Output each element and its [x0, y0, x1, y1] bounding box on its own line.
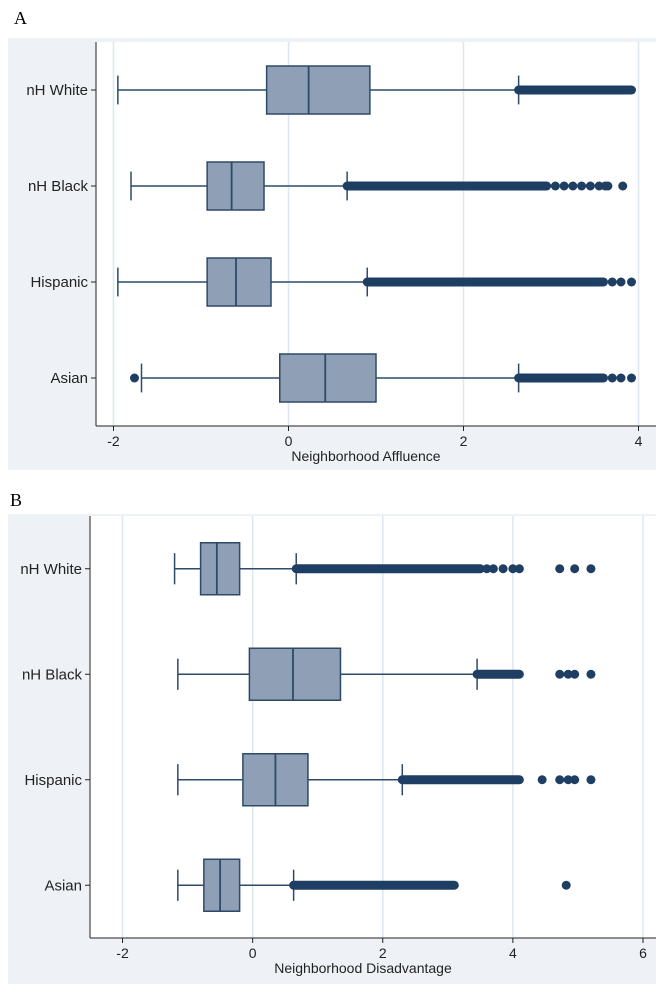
x-tick-label: 2: [460, 433, 468, 449]
outlier-point: [514, 564, 524, 574]
iqr-box: [203, 858, 241, 912]
outlier-point: [616, 277, 626, 287]
category-label: Hispanic: [24, 772, 82, 789]
outlier-point: [508, 564, 518, 574]
x-tick-label: -2: [116, 945, 129, 961]
box-nh-white: [173, 542, 596, 596]
affluence-boxplot: -2 0 2 4 Neighborhood Affluence nH White nH Bl…: [8, 38, 656, 470]
box-hispanic: [117, 257, 636, 307]
outlier-point: [603, 181, 613, 191]
outlier-point: [537, 775, 547, 785]
x-tick-label: -2: [107, 433, 120, 449]
outlier-point: [568, 181, 578, 191]
outlier-point: [550, 181, 560, 191]
outlier-point: [577, 181, 587, 191]
outlier-point: [585, 181, 595, 191]
x-axis-label: Neighborhood Disadvantage: [274, 960, 452, 976]
outlier-point: [498, 564, 508, 574]
category-label: nH Black: [28, 178, 89, 195]
outlier-point: [555, 669, 565, 679]
panel-a-label: A: [14, 8, 27, 28]
category-label: Hispanic: [30, 274, 88, 291]
outlier-point: [559, 181, 569, 191]
x-tick-label: 0: [249, 945, 257, 961]
x-tick-label: 6: [639, 945, 647, 961]
category-label: nH Black: [22, 666, 83, 683]
panel-b-label: B: [10, 490, 23, 510]
box-asian: [177, 858, 571, 912]
box-nh-black: [177, 647, 596, 701]
outlier-point: [563, 775, 573, 785]
iqr-box: [206, 257, 272, 307]
iqr-box: [206, 161, 265, 211]
outlier-point: [627, 277, 636, 287]
category-label: nH White: [26, 82, 88, 99]
outlier-point: [586, 669, 596, 679]
x-tick-label: 2: [379, 945, 387, 961]
category-label: nH White: [20, 561, 82, 578]
category-label: Asian: [44, 877, 82, 894]
x-tick-label: 0: [285, 433, 293, 449]
outlier-point: [618, 181, 628, 191]
box-nh-black: [130, 161, 628, 211]
outlier-point: [570, 669, 580, 679]
iqr-box: [248, 647, 342, 701]
plot-area: [90, 516, 656, 938]
x-tick-label: 4: [635, 433, 643, 449]
box-asian: [130, 353, 636, 403]
outlier-point: [607, 277, 617, 287]
iqr-box: [265, 65, 371, 115]
outlier-point: [561, 880, 571, 890]
outlier-point: [570, 564, 580, 574]
box-hispanic: [177, 753, 596, 807]
category-label: Asian: [50, 370, 88, 387]
iqr-box: [279, 353, 377, 403]
outlier-point: [555, 564, 565, 574]
x-axis-label: Neighborhood Affluence: [291, 448, 440, 464]
outlier-point: [482, 564, 492, 574]
box-nh-white: [117, 65, 636, 115]
outlier-point: [607, 373, 617, 383]
outlier-point: [488, 564, 498, 574]
outlier-point: [586, 775, 596, 785]
outlier-point: [586, 564, 596, 574]
disadvantage-boxplot: -2 0 2 4 6 Neighborhood Disadvantage nH White n…: [8, 514, 656, 984]
iqr-box: [199, 542, 241, 596]
outlier-point: [555, 775, 565, 785]
outlier-point: [130, 373, 139, 383]
x-tick-label: 4: [509, 945, 517, 961]
outlier-point: [563, 669, 573, 679]
outlier-point: [616, 373, 626, 383]
outlier-point: [627, 373, 636, 383]
outlier-point: [570, 775, 580, 785]
